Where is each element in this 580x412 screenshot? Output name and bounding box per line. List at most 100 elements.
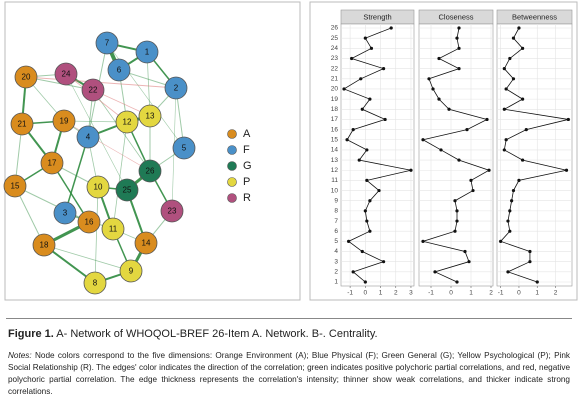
node-label: 3	[63, 209, 68, 218]
centrality-point	[351, 128, 355, 132]
node-label: 21	[18, 120, 27, 129]
facet-title: Strength	[363, 12, 391, 21]
node	[138, 159, 162, 183]
centrality-point	[433, 270, 437, 274]
node	[53, 201, 77, 225]
y-tick-label: 1	[334, 279, 338, 286]
centrality-point	[437, 97, 441, 101]
y-tick-label: 17	[331, 116, 339, 123]
y-tick-label: 14	[331, 147, 339, 154]
edge	[112, 121, 128, 230]
centrality-point	[363, 36, 367, 40]
y-tick-label: 26	[331, 25, 339, 32]
centrality-point	[511, 188, 516, 193]
centrality-point	[566, 117, 570, 122]
legend-label: P	[243, 176, 250, 188]
centrality-point	[535, 280, 539, 284]
x-tick-label: 0	[449, 290, 453, 297]
y-tick-label: 22	[331, 65, 339, 72]
legend-label: R	[243, 192, 251, 204]
centrality-point	[528, 260, 532, 264]
x-tick-label: 1	[535, 290, 539, 297]
centrality-point	[502, 67, 506, 71]
centrality-point	[499, 239, 503, 243]
node	[40, 151, 64, 175]
centrality-point	[457, 67, 461, 71]
node-label: 10	[94, 183, 103, 192]
centrality-point	[508, 209, 512, 213]
caption: Figure 1. A- Network of WHOQOL-BREF 26-I…	[8, 328, 570, 398]
y-tick-label: 23	[331, 55, 339, 62]
panel	[340, 23, 415, 287]
panel	[496, 23, 573, 287]
centrality-point	[359, 77, 363, 81]
centrality-point	[521, 97, 525, 101]
node-label: 2	[174, 84, 179, 93]
centrality-line	[343, 27, 412, 283]
centrality-point	[463, 249, 467, 254]
node	[76, 125, 100, 149]
y-tick-label: 6	[334, 228, 338, 235]
node	[14, 65, 38, 89]
centrality-point	[357, 158, 361, 162]
centrality-point	[381, 260, 386, 264]
centrality-point	[365, 219, 369, 223]
edge	[14, 185, 90, 223]
centrality-point	[471, 188, 475, 193]
node	[86, 175, 110, 199]
centrality-point	[467, 260, 471, 264]
node	[52, 109, 76, 133]
network-frame	[4, 1, 301, 301]
node	[32, 233, 56, 257]
centrality-point	[455, 36, 459, 40]
node-label: 18	[40, 241, 49, 250]
x-tick-label: -1	[428, 290, 434, 297]
node	[83, 271, 107, 295]
legend-label: G	[243, 160, 252, 172]
centrality-point	[502, 107, 506, 111]
node-label: 16	[85, 218, 94, 227]
separator	[6, 318, 572, 319]
centrality-point	[360, 249, 364, 254]
y-tick-label: 25	[331, 35, 339, 42]
node-label: 8	[93, 279, 98, 288]
node-label: 1	[145, 48, 150, 57]
node-label: 6	[117, 66, 122, 75]
centrality-point	[506, 219, 510, 223]
centrality-point	[508, 229, 512, 233]
centrality-point	[351, 270, 355, 274]
panel	[418, 23, 494, 287]
centrality-point	[439, 148, 443, 152]
legend-swatch	[227, 145, 237, 155]
node-label: 25	[123, 186, 132, 195]
legend-label: A	[243, 128, 251, 140]
node	[107, 58, 131, 82]
centrality-point	[453, 229, 457, 233]
centrality-point	[504, 87, 508, 91]
y-tick-label: 8	[334, 208, 338, 215]
centrality-point	[453, 199, 457, 203]
centrality-point	[510, 199, 514, 203]
x-tick-label: 1	[379, 290, 383, 297]
legend-swatch	[227, 161, 237, 171]
centrality-point	[377, 188, 381, 193]
x-tick-label: 2	[489, 290, 493, 297]
edge	[64, 136, 89, 214]
node-label: 22	[89, 86, 98, 95]
centrality-point	[502, 148, 506, 152]
centrality-line	[499, 27, 569, 283]
x-tick-label: 2	[394, 290, 398, 297]
centrality-point	[455, 219, 459, 223]
node-label: 7	[105, 39, 110, 48]
y-tick-label: 11	[331, 177, 338, 184]
centrality-point	[455, 280, 459, 284]
node	[3, 174, 27, 198]
centrality-point	[564, 168, 569, 172]
node	[54, 62, 78, 86]
centrality-point	[368, 97, 372, 101]
centrality-point	[485, 117, 489, 122]
centrality-point	[363, 209, 367, 213]
y-tick-label: 16	[331, 126, 339, 133]
